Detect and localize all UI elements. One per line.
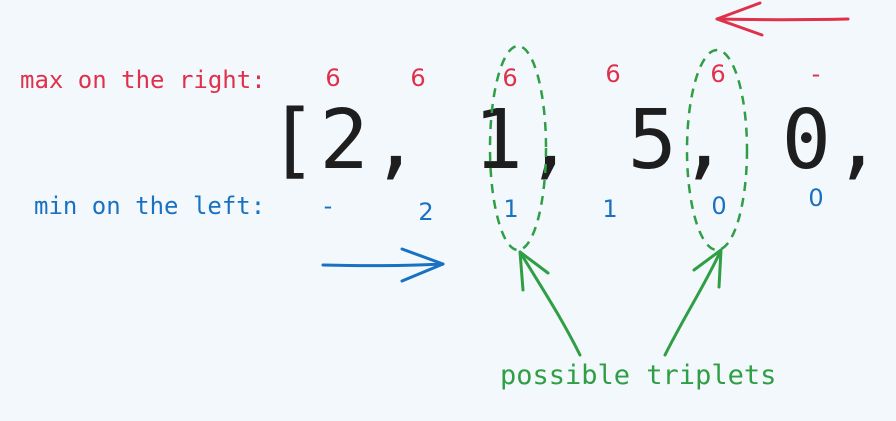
triplet-circle-5 xyxy=(488,44,548,252)
max-right-value-4: 6 xyxy=(710,60,726,88)
max-right-value-3: 6 xyxy=(605,60,621,88)
min-left-value-5: 0 xyxy=(808,184,824,212)
max-on-right-label: max on the right: xyxy=(20,66,266,94)
triplet-circle-4 xyxy=(685,48,749,252)
min-left-value-4: 0 xyxy=(711,192,727,220)
max-right-value-1: 6 xyxy=(410,64,426,92)
right-to-left-arrow xyxy=(715,1,850,37)
min-left-value-1: 2 xyxy=(418,198,434,226)
caption-arrow-right xyxy=(663,248,723,357)
max-right-value-0: 6 xyxy=(325,64,341,92)
max-right-value-5: - xyxy=(811,60,821,88)
array-expression: [2, 1, 5, 0, 4, 6] xyxy=(268,93,896,188)
min-left-value-0: - xyxy=(323,192,333,220)
min-on-left-label: min on the left: xyxy=(34,192,266,220)
caption-arrow-left xyxy=(518,250,582,357)
min-left-value-2: 1 xyxy=(503,195,519,223)
min-left-value-3: 1 xyxy=(602,195,618,223)
left-to-right-arrow xyxy=(321,247,445,283)
max-right-value-2: 6 xyxy=(502,64,518,92)
possible-triplets-caption: possible triplets xyxy=(500,360,777,391)
